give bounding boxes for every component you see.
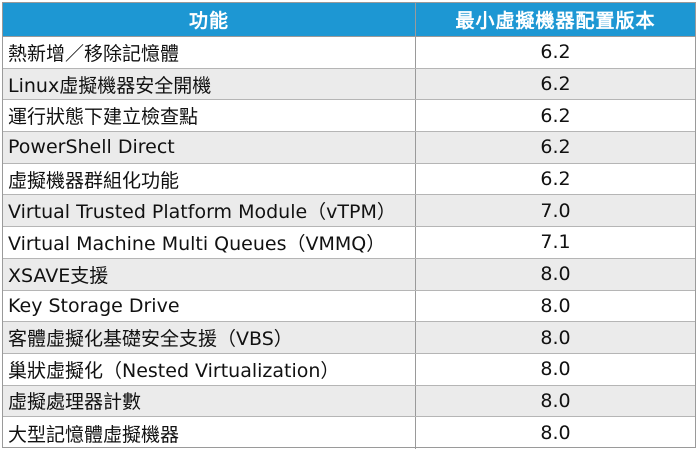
feature-cell: 虛擬處理器計數 <box>3 385 416 417</box>
feature-cell: PowerShell Direct <box>3 132 416 163</box>
header-version: 最小虛擬機器配置版本 <box>455 10 656 32</box>
table-row: 熱新增／移除記憶體 6.2 <box>3 37 695 69</box>
feature-cell: XSAVE支援 <box>3 258 416 290</box>
feature-cell: 大型記憶體虛擬機器 <box>3 417 416 449</box>
version-cell: 8.0 <box>540 422 571 445</box>
table-row: 大型記憶體虛擬機器 8.0 <box>3 417 695 449</box>
header-feature: 功能 <box>3 3 416 36</box>
feature-cell: Linux虛擬機器安全開機 <box>3 68 416 100</box>
version-cell: 8.0 <box>540 294 571 317</box>
table-header: 功能 最小虛擬機器配置版本 <box>3 3 695 37</box>
table-row: Key Storage Drive 8.0 <box>3 290 695 323</box>
table-row: 運行狀態下建立檢查點 6.2 <box>3 100 695 133</box>
table-row: XSAVE支援 8.0 <box>3 258 695 291</box>
table-row: 虛擬機器群組化功能 6.2 <box>3 163 695 196</box>
table-row: 巢狀虛擬化（Nested Virtualization） 8.0 <box>3 353 695 386</box>
feature-cell: 客體虛擬化基礎安全支援（VBS） <box>3 322 416 353</box>
feature-cell: 熱新增／移除記憶體 <box>3 37 416 68</box>
version-cell: 6.2 <box>540 136 571 159</box>
version-cell: 8.0 <box>540 358 571 381</box>
version-cell: 6.2 <box>540 168 571 191</box>
version-cell: 8.0 <box>540 263 571 286</box>
feature-cell: 虛擬機器群組化功能 <box>3 163 416 195</box>
version-cell: 6.2 <box>540 104 571 127</box>
table-row: 客體虛擬化基礎安全支援（VBS） 8.0 <box>3 322 695 354</box>
feature-cell: Virtual Machine Multi Queues（VMMQ） <box>3 227 416 258</box>
version-cell: 8.0 <box>540 326 571 349</box>
table-row: 虛擬處理器計數 8.0 <box>3 385 695 418</box>
version-cell: 6.2 <box>540 41 571 64</box>
version-cell: 7.0 <box>540 199 571 222</box>
table-row: Virtual Machine Multi Queues（VMMQ） 7.1 <box>3 227 695 259</box>
feature-cell: 巢狀虛擬化（Nested Virtualization） <box>3 353 416 385</box>
feature-cell: Virtual Trusted Platform Module（vTPM） <box>3 195 416 227</box>
table-row: PowerShell Direct 6.2 <box>3 132 695 164</box>
table-row: Linux虛擬機器安全開機 6.2 <box>3 68 695 101</box>
version-cell: 8.0 <box>540 389 571 412</box>
version-cell: 6.2 <box>540 73 571 96</box>
feature-cell: 運行狀態下建立檢查點 <box>3 100 416 132</box>
table-row: Virtual Trusted Platform Module（vTPM） 7.… <box>3 195 695 228</box>
version-cell: 7.1 <box>540 231 571 254</box>
feature-cell: Key Storage Drive <box>3 290 416 322</box>
